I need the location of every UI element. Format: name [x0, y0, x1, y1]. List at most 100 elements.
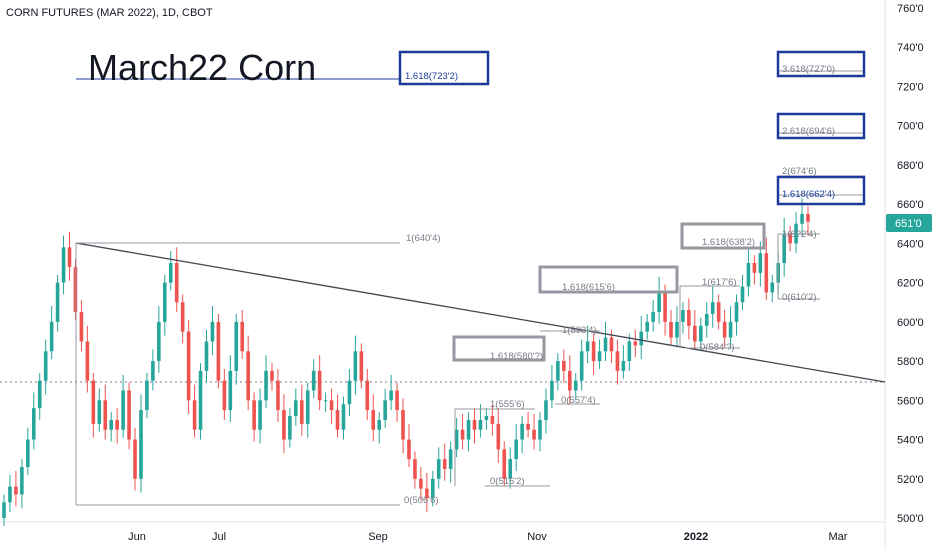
candle-body	[359, 351, 364, 381]
candle-body	[20, 467, 24, 495]
candle-body	[365, 380, 370, 411]
candle-body	[85, 341, 90, 381]
candle-body	[341, 404, 346, 430]
candle-body	[663, 292, 667, 322]
price-tick-label: 700'0	[897, 121, 924, 133]
candle-body	[484, 416, 489, 420]
candle-body	[621, 361, 626, 371]
fib-label-694: 2.618(694'6)	[782, 126, 835, 137]
candle-body	[240, 321, 245, 352]
candle-body	[609, 337, 614, 352]
candle-body	[115, 419, 119, 430]
candle-body	[448, 449, 453, 469]
fib-label-584: 0(584'?)	[700, 342, 735, 353]
candle-body	[550, 380, 554, 401]
candle-body	[425, 488, 429, 499]
candle-body	[395, 390, 399, 411]
annotation-title[interactable]: March22 Corn	[88, 47, 316, 88]
candle-body	[639, 331, 644, 346]
price-tick-label: 580'0	[897, 356, 924, 368]
fib-label-506: 0(506'6)	[404, 495, 439, 506]
fib-label-674: 2(674'6)	[782, 166, 817, 177]
candle-body	[687, 310, 691, 326]
fib-label-615: 1.618(615'6)	[562, 282, 615, 293]
price-tick-label: 560'0	[897, 395, 924, 407]
fib-label-723: 1.618(723'2)	[405, 71, 458, 82]
candle-body	[431, 478, 435, 499]
candle-body	[657, 292, 661, 313]
candle-body	[204, 341, 209, 371]
candle-body	[496, 423, 501, 450]
fib-label-516: 0(516'2)	[490, 476, 525, 487]
candle-body	[335, 410, 340, 430]
blue-target-boxes	[398, 50, 866, 206]
candle-body	[770, 282, 775, 293]
target-box-723[interactable]	[398, 50, 490, 86]
price-tick-label: 760'0	[897, 3, 924, 15]
candle-body	[538, 419, 542, 440]
candle-body	[26, 439, 30, 467]
fib-lines	[75, 70, 865, 506]
price-axis[interactable]: 760'0 740'0 720'0 700'0 680'0 660'0 640'0 620'0…	[897, 3, 924, 525]
candle-body	[317, 370, 322, 401]
time-axis[interactable]: Jun Jul Sep Nov 2022 Mar	[128, 531, 848, 543]
target-box-694[interactable]	[776, 112, 866, 140]
candle-body	[109, 419, 113, 430]
candle-body	[133, 439, 137, 479]
candle-body	[37, 380, 42, 409]
candle-body	[669, 321, 673, 338]
descending-trendline[interactable]	[75, 242, 886, 383]
target-box-638[interactable]	[680, 222, 766, 250]
price-tick-label: 720'0	[897, 81, 924, 93]
time-tick-label: Mar	[829, 531, 848, 543]
candle-body	[151, 361, 155, 381]
candle-body	[478, 419, 483, 430]
candle-body	[615, 351, 620, 371]
candle-body	[704, 314, 709, 326]
candle-body	[782, 233, 786, 263]
candlestick-series	[2, 198, 810, 526]
candle-body	[389, 390, 393, 401]
candle-body	[579, 351, 584, 381]
time-tick-label: Jun	[128, 531, 146, 543]
candle-body	[198, 370, 203, 430]
candle-body	[73, 266, 78, 313]
candle-body	[651, 312, 655, 322]
candle-body	[466, 419, 471, 440]
candle-body	[127, 390, 131, 440]
candle-body	[734, 302, 739, 322]
target-box-615[interactable]	[538, 265, 679, 294]
candle-body	[562, 361, 566, 371]
target-box-580[interactable]	[452, 335, 546, 362]
fib-label-662: 1.618(662'4)	[782, 189, 835, 200]
candle-body	[264, 370, 268, 401]
candle-body	[472, 419, 477, 430]
candle-body	[681, 310, 685, 322]
candle-body	[157, 321, 161, 362]
candle-body	[49, 321, 54, 352]
candle-body	[377, 419, 381, 430]
candle-body	[61, 247, 66, 283]
target-box-662[interactable]	[776, 175, 866, 206]
candle-body	[627, 341, 632, 362]
candle-body	[806, 213, 810, 222]
candle-body	[163, 282, 167, 322]
price-tick-label: 500'0	[897, 513, 924, 525]
candle-body	[710, 302, 715, 314]
target-box-727[interactable]	[776, 50, 866, 78]
candle-body	[311, 370, 316, 391]
candle-body	[222, 380, 227, 411]
price-tick-label: 660'0	[897, 199, 924, 211]
candle-body	[2, 502, 6, 518]
candle-body	[764, 253, 769, 293]
candle-body	[693, 325, 697, 342]
price-tick-label: 640'0	[897, 238, 924, 250]
time-tick-label: Sep	[368, 531, 388, 543]
price-tick-label: 600'0	[897, 317, 924, 329]
candle-body	[305, 390, 310, 424]
candle-body	[645, 321, 649, 332]
candle-body	[31, 408, 36, 440]
candle-body	[401, 410, 405, 440]
candle-body	[502, 449, 507, 479]
